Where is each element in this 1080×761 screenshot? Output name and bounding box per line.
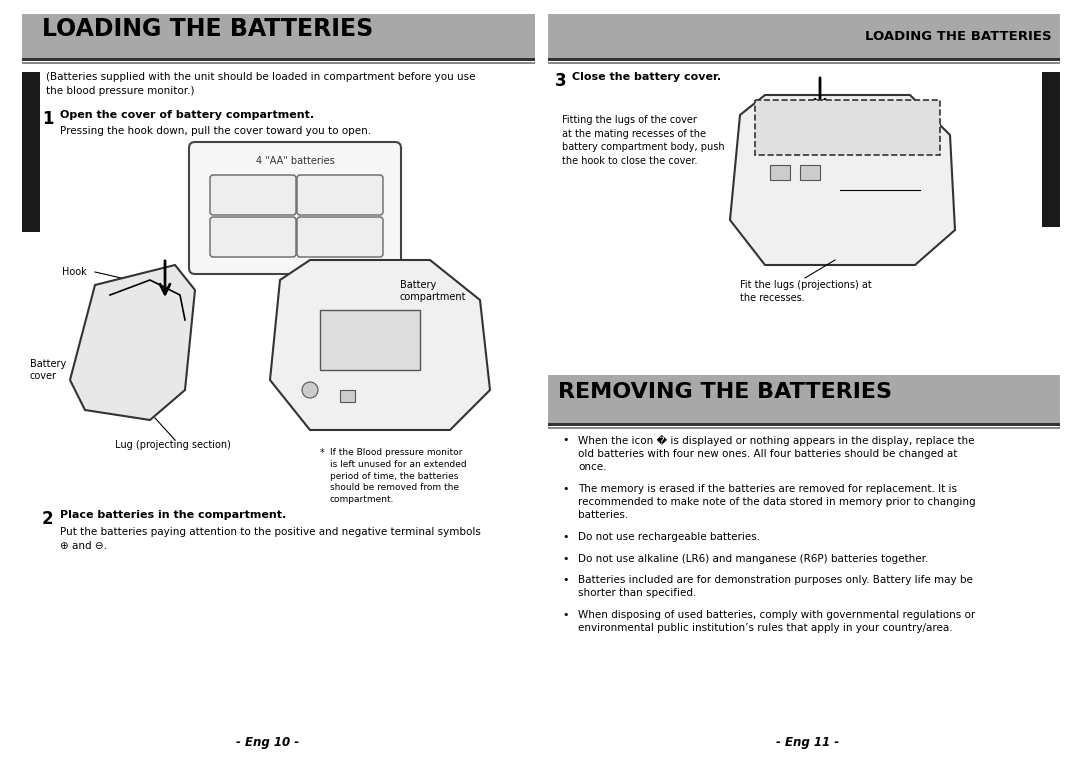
Bar xyxy=(1042,72,1059,227)
Bar xyxy=(800,165,820,180)
Text: Battery
cover: Battery cover xyxy=(30,358,66,381)
Bar xyxy=(548,14,1059,58)
Text: Do not use rechargeable batteries.: Do not use rechargeable batteries. xyxy=(578,532,760,542)
Text: −: − xyxy=(312,188,324,202)
Text: Batteries included are for demonstration purposes only. Battery life may be
shor: Batteries included are for demonstration… xyxy=(578,575,973,598)
Bar xyxy=(548,58,1059,61)
Text: English: English xyxy=(1047,128,1056,170)
Text: 3: 3 xyxy=(555,72,567,90)
Bar xyxy=(755,100,940,155)
Text: LOADING THE BATTERIES: LOADING THE BATTERIES xyxy=(42,17,374,41)
Bar xyxy=(340,390,355,402)
FancyBboxPatch shape xyxy=(297,175,383,215)
Text: *: * xyxy=(320,448,325,458)
Bar xyxy=(22,62,535,64)
Bar xyxy=(22,58,535,61)
Text: When disposing of used batteries, comply with governmental regulations or
enviro: When disposing of used batteries, comply… xyxy=(578,610,975,633)
Bar xyxy=(548,423,1059,425)
Text: Place batteries in the compartment.: Place batteries in the compartment. xyxy=(60,510,286,520)
FancyBboxPatch shape xyxy=(210,175,296,215)
Text: Fit the lugs (projections) at
the recesses.: Fit the lugs (projections) at the recess… xyxy=(740,280,872,303)
Text: 1: 1 xyxy=(42,110,54,128)
Text: REMOVING THE BATTERIES: REMOVING THE BATTERIES xyxy=(558,382,892,402)
Text: •: • xyxy=(562,610,568,620)
Text: LOADING THE BATTERIES: LOADING THE BATTERIES xyxy=(865,30,1052,43)
Bar xyxy=(770,165,789,180)
Polygon shape xyxy=(270,260,490,430)
Text: Open the cover of battery compartment.: Open the cover of battery compartment. xyxy=(60,110,314,120)
Circle shape xyxy=(302,382,318,398)
Text: 2: 2 xyxy=(42,510,54,528)
Polygon shape xyxy=(730,95,955,265)
Bar xyxy=(548,427,1059,429)
Text: •: • xyxy=(562,483,568,493)
Bar xyxy=(22,72,40,232)
Text: Battery
compartment: Battery compartment xyxy=(400,280,467,302)
Text: (Batteries supplied with the unit should be loaded in compartment before you use: (Batteries supplied with the unit should… xyxy=(46,72,475,96)
Text: •: • xyxy=(562,532,568,542)
Text: When the icon � is displayed or nothing appears in the display, replace the
old : When the icon � is displayed or nothing … xyxy=(578,435,974,473)
Text: - Eng 10 -: - Eng 10 - xyxy=(237,736,299,749)
Text: Fitting the lugs of the cover
at the mating recesses of the
battery compartment : Fitting the lugs of the cover at the mat… xyxy=(562,115,725,166)
Text: Lug (projecting section): Lug (projecting section) xyxy=(114,440,231,450)
FancyBboxPatch shape xyxy=(297,217,383,257)
Text: ⊕: ⊕ xyxy=(312,230,324,244)
Text: Hook: Hook xyxy=(62,267,86,277)
Text: Put the batteries paying attention to the positive and negative terminal symbols: Put the batteries paying attention to th… xyxy=(60,527,481,551)
Polygon shape xyxy=(70,265,195,420)
Bar xyxy=(22,14,535,58)
FancyBboxPatch shape xyxy=(189,142,401,274)
Text: •: • xyxy=(562,435,568,445)
Bar xyxy=(548,375,1059,423)
Text: The memory is erased if the batteries are removed for replacement. It is
recomme: The memory is erased if the batteries ar… xyxy=(578,483,975,520)
Text: ⊕: ⊕ xyxy=(264,188,274,202)
Text: 4 "AA" batteries: 4 "AA" batteries xyxy=(256,156,335,166)
Text: If the Blood pressure monitor
is left unused for an extended
period of time, the: If the Blood pressure monitor is left un… xyxy=(330,448,467,505)
Text: −: − xyxy=(264,230,274,244)
Text: Close the battery cover.: Close the battery cover. xyxy=(572,72,721,82)
Text: - Eng 11 -: - Eng 11 - xyxy=(777,736,839,749)
Text: ⊕: ⊕ xyxy=(225,230,237,244)
Text: ⊕: ⊕ xyxy=(350,188,362,202)
Text: Do not use alkaline (LR6) and manganese (R6P) batteries together.: Do not use alkaline (LR6) and manganese … xyxy=(578,553,929,563)
Text: −: − xyxy=(225,188,237,202)
Text: •: • xyxy=(562,553,568,563)
Text: −: − xyxy=(350,230,362,244)
Bar xyxy=(548,62,1059,64)
FancyBboxPatch shape xyxy=(210,217,296,257)
Text: Pressing the hook down, pull the cover toward you to open.: Pressing the hook down, pull the cover t… xyxy=(60,126,372,136)
Text: English: English xyxy=(26,131,36,174)
Bar xyxy=(320,310,420,370)
Text: •: • xyxy=(562,575,568,585)
